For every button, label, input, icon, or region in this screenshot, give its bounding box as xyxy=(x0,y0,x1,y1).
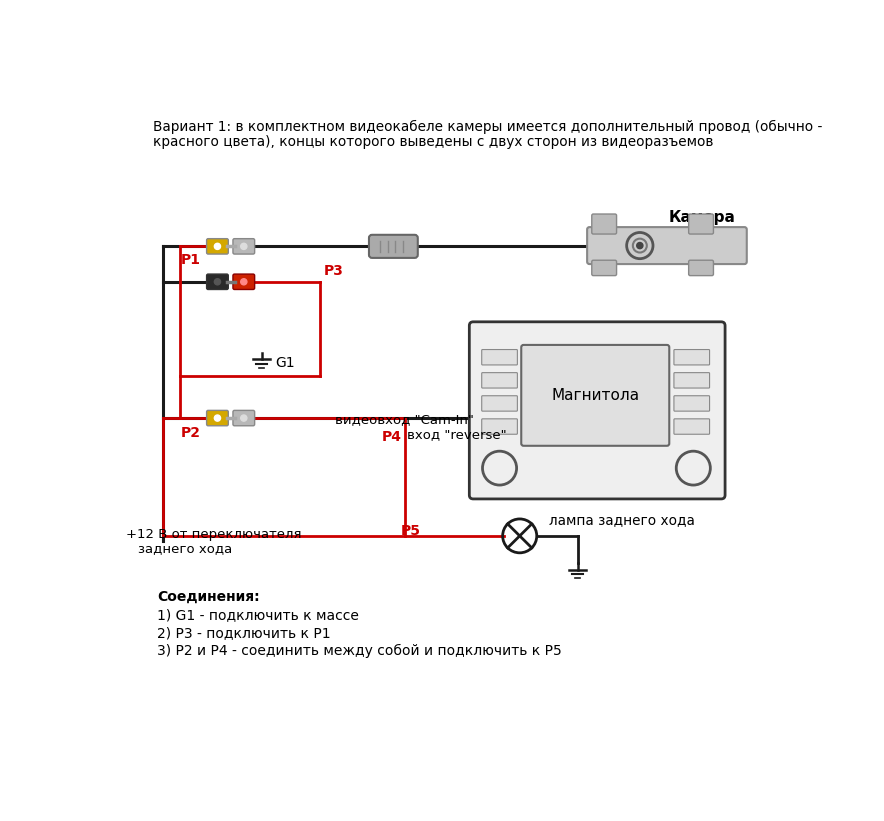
Circle shape xyxy=(240,278,247,285)
Text: 1) G1 - подключить к массе: 1) G1 - подключить к массе xyxy=(157,608,359,622)
FancyBboxPatch shape xyxy=(689,260,713,276)
Text: Вариант 1: в комплектном видеокабеле камеры имеется дополнительный провод (обычн: Вариант 1: в комплектном видеокабеле кам… xyxy=(153,120,822,134)
Text: G1: G1 xyxy=(276,355,295,369)
Text: 2) Р3 - подключить к Р1: 2) Р3 - подключить к Р1 xyxy=(157,626,331,640)
Circle shape xyxy=(636,242,643,249)
Text: Камера: Камера xyxy=(668,210,735,225)
Circle shape xyxy=(214,415,220,421)
FancyBboxPatch shape xyxy=(207,274,228,290)
Circle shape xyxy=(214,278,220,285)
FancyBboxPatch shape xyxy=(591,214,616,234)
FancyBboxPatch shape xyxy=(674,350,710,365)
Text: заднего хода: заднего хода xyxy=(139,542,232,555)
FancyBboxPatch shape xyxy=(674,419,710,434)
FancyBboxPatch shape xyxy=(233,274,255,290)
Text: лампа заднего хода: лампа заднего хода xyxy=(549,513,695,527)
FancyBboxPatch shape xyxy=(522,345,669,446)
Circle shape xyxy=(240,415,247,421)
Text: красного цвета), концы которого выведены с двух сторон из видеоразъемов: красного цвета), концы которого выведены… xyxy=(153,135,713,149)
Circle shape xyxy=(240,243,247,250)
FancyBboxPatch shape xyxy=(674,373,710,388)
Circle shape xyxy=(214,243,220,250)
FancyBboxPatch shape xyxy=(233,410,255,426)
Text: Р1: Р1 xyxy=(180,253,201,267)
FancyBboxPatch shape xyxy=(482,419,517,434)
FancyBboxPatch shape xyxy=(674,396,710,411)
FancyBboxPatch shape xyxy=(482,373,517,388)
Text: Р2: Р2 xyxy=(180,426,201,440)
FancyBboxPatch shape xyxy=(591,260,616,276)
Text: вход "reverse": вход "reverse" xyxy=(407,428,507,441)
Text: 3) Р2 и Р4 - соединить между собой и подключить к Р5: 3) Р2 и Р4 - соединить между собой и под… xyxy=(157,644,561,658)
FancyBboxPatch shape xyxy=(469,322,725,499)
FancyBboxPatch shape xyxy=(233,239,255,254)
Text: Р3: Р3 xyxy=(324,264,344,278)
FancyBboxPatch shape xyxy=(482,350,517,365)
FancyBboxPatch shape xyxy=(689,214,713,234)
FancyBboxPatch shape xyxy=(369,235,418,258)
FancyBboxPatch shape xyxy=(482,396,517,411)
Text: Соединения:: Соединения: xyxy=(157,589,260,603)
Text: +12 В от переключателя: +12 В от переключателя xyxy=(126,528,301,541)
Text: Р5: Р5 xyxy=(401,524,421,538)
Text: Р4: Р4 xyxy=(382,429,401,443)
Text: Магнитола: Магнитола xyxy=(552,388,639,403)
FancyBboxPatch shape xyxy=(587,227,747,264)
FancyBboxPatch shape xyxy=(207,239,228,254)
Text: видеовход "Cam-In": видеовход "Cam-In" xyxy=(335,413,474,425)
FancyBboxPatch shape xyxy=(207,410,228,426)
